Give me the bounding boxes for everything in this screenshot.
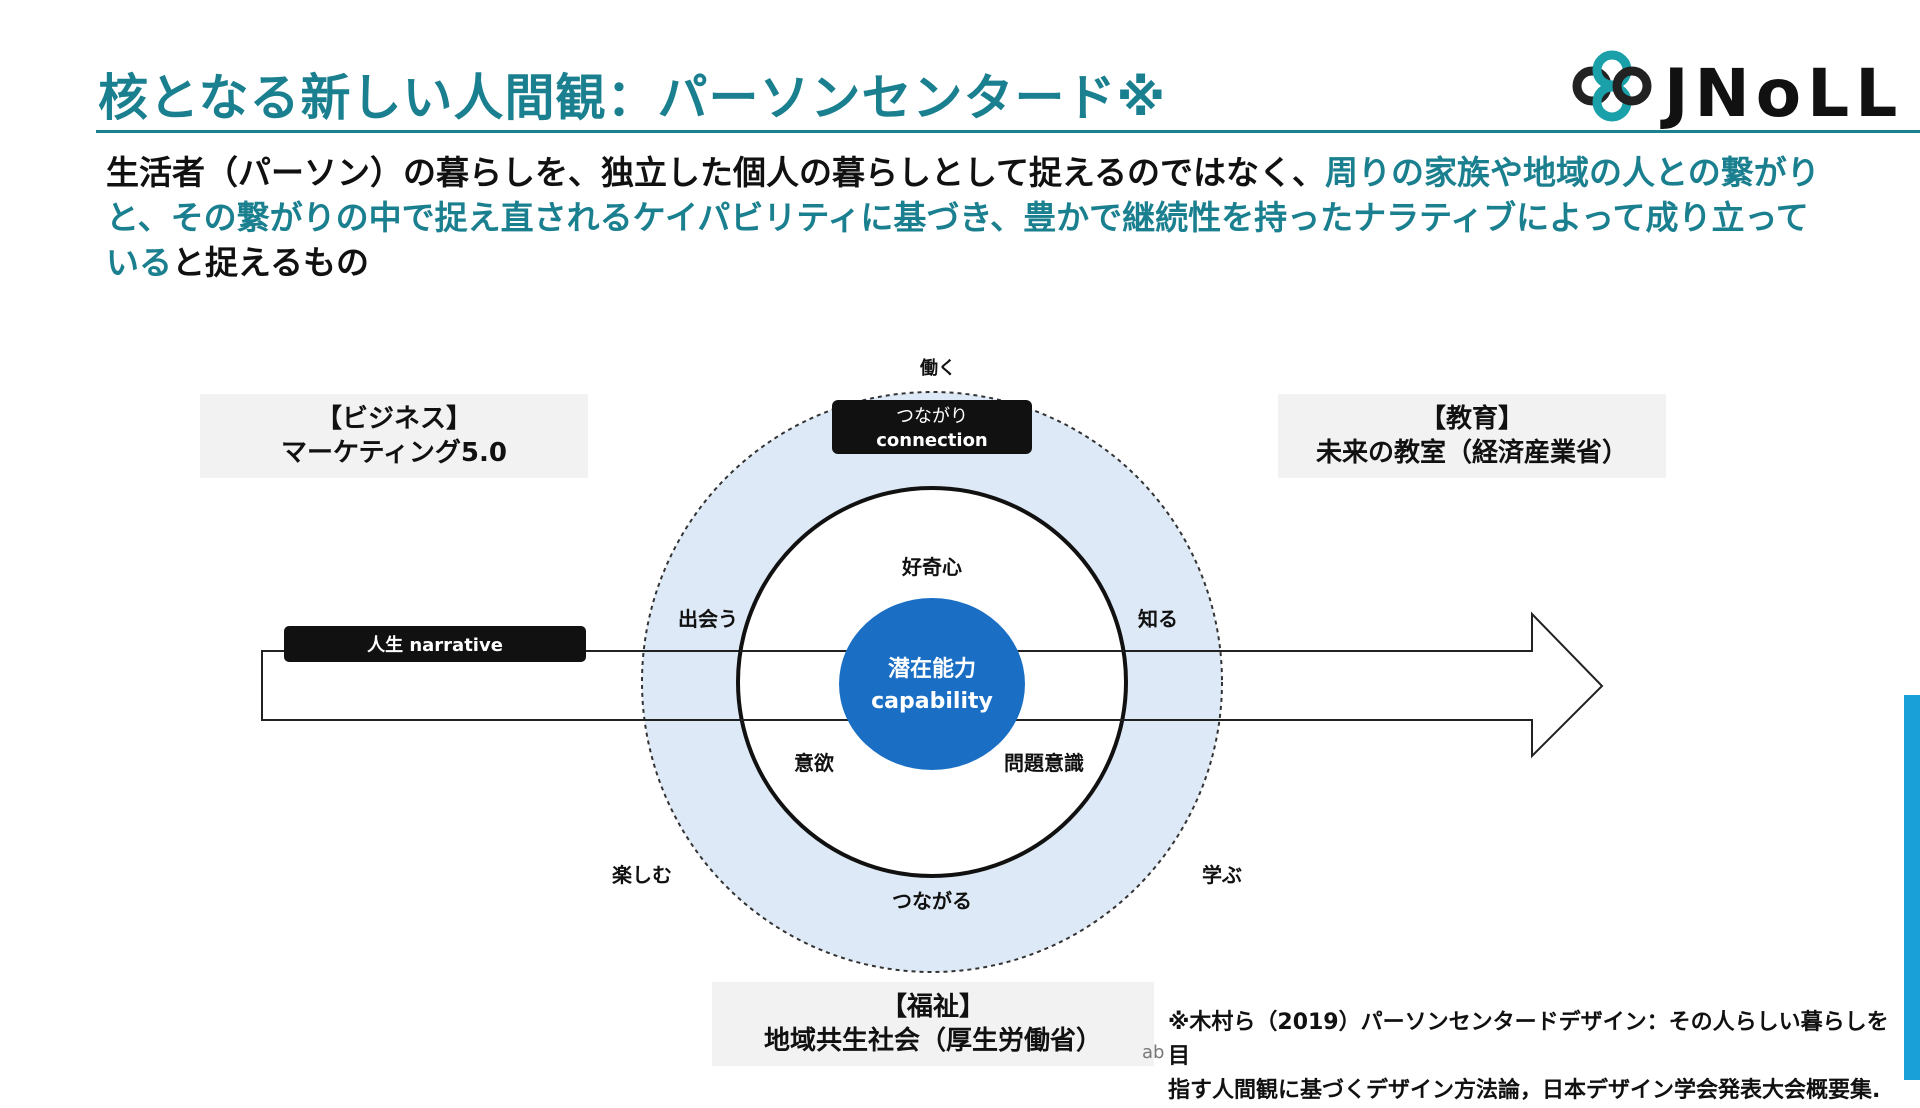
title-divider bbox=[96, 130, 1920, 133]
welfare-box: 【福祉】 地域共生社会（厚生労働省） bbox=[712, 982, 1154, 1066]
welfare-box-text: 地域共生社会（厚生労働省） bbox=[763, 1026, 1102, 1056]
lead-text-part1: 生活者（パーソン）の暮らしを、独立した個人の暮らしとして捉えるのではなく、 bbox=[106, 153, 1326, 192]
word-know: 知る bbox=[1138, 607, 1178, 631]
education-box: 【教育】 未来の教室（経済産業省） bbox=[1278, 394, 1666, 478]
narrative-arrow bbox=[261, 611, 1604, 759]
capability-core bbox=[839, 598, 1025, 770]
word-meet: 出会う bbox=[678, 607, 738, 631]
connection-badge-en: connection bbox=[876, 430, 988, 451]
footnote-fragment: ab bbox=[1142, 1042, 1165, 1063]
capability-label-en: capability bbox=[871, 689, 993, 714]
lead-paragraph: 生活者（パーソン）の暮らしを、独立した個人の暮らしとして捉えるのではなく、周りの… bbox=[106, 150, 1826, 285]
jnoll-logo: JNoLL bbox=[1572, 50, 1903, 130]
page-title: 核となる新しい人間観：パーソンセンタード※ bbox=[98, 69, 1167, 127]
capability-label-ja: 潜在能力 bbox=[888, 656, 976, 682]
business-box-text: マーケティング5.0 bbox=[281, 438, 507, 468]
word-awareness: 問題意識 bbox=[1004, 751, 1084, 775]
narrative-badge-label: 人生 narrative bbox=[367, 634, 503, 656]
chain-link-icon bbox=[1572, 50, 1652, 122]
word-motivation: 意欲 bbox=[794, 751, 834, 775]
business-box-heading: 【ビジネス】 bbox=[315, 404, 472, 434]
person-centered-diagram: 潜在能力 capability つながり connection 人生 narra… bbox=[261, 357, 1604, 973]
word-work: 働く bbox=[919, 357, 956, 379]
welfare-box-heading: 【福祉】 bbox=[880, 992, 985, 1022]
narrative-badge bbox=[284, 626, 586, 662]
footnote-line2: 指す人間観に基づくデザイン方法論，日本デザイン学会発表大会概要集. bbox=[1168, 1078, 1881, 1103]
word-enjoy: 楽しむ bbox=[612, 863, 672, 887]
word-curiosity: 好奇心 bbox=[901, 555, 962, 579]
accent-bar bbox=[1904, 695, 1920, 1080]
connection-badge bbox=[832, 400, 1032, 454]
footnote: ※木村ら（2019）パーソンセンタードデザイン：その人らしい暮らしを目 指す人間… bbox=[1168, 1006, 1908, 1108]
business-box: 【ビジネス】 マーケティング5.0 bbox=[200, 394, 588, 478]
logo-text: JNoLL bbox=[1660, 55, 1903, 130]
word-connect: つながる bbox=[892, 889, 972, 913]
footnote-line1: ※木村ら（2019）パーソンセンタードデザイン：その人らしい暮らしを目 bbox=[1168, 1010, 1889, 1069]
education-box-text: 未来の教室（経済産業省） bbox=[1315, 438, 1628, 468]
lead-text-part3: と捉えるもの bbox=[172, 243, 370, 282]
lead-text-highlight: 周りの家族や地域の人との繋がりと、その繋がりの中で捉え直されるケイパビリティに基… bbox=[106, 153, 1820, 282]
connection-badge-ja: つながり bbox=[896, 406, 968, 427]
education-box-heading: 【教育】 bbox=[1419, 404, 1524, 434]
word-learn: 学ぶ bbox=[1202, 863, 1242, 887]
